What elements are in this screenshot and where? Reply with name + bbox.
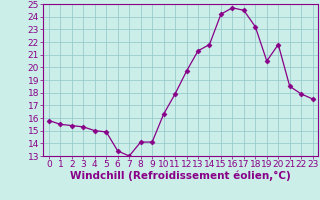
X-axis label: Windchill (Refroidissement éolien,°C): Windchill (Refroidissement éolien,°C) [70, 171, 291, 181]
